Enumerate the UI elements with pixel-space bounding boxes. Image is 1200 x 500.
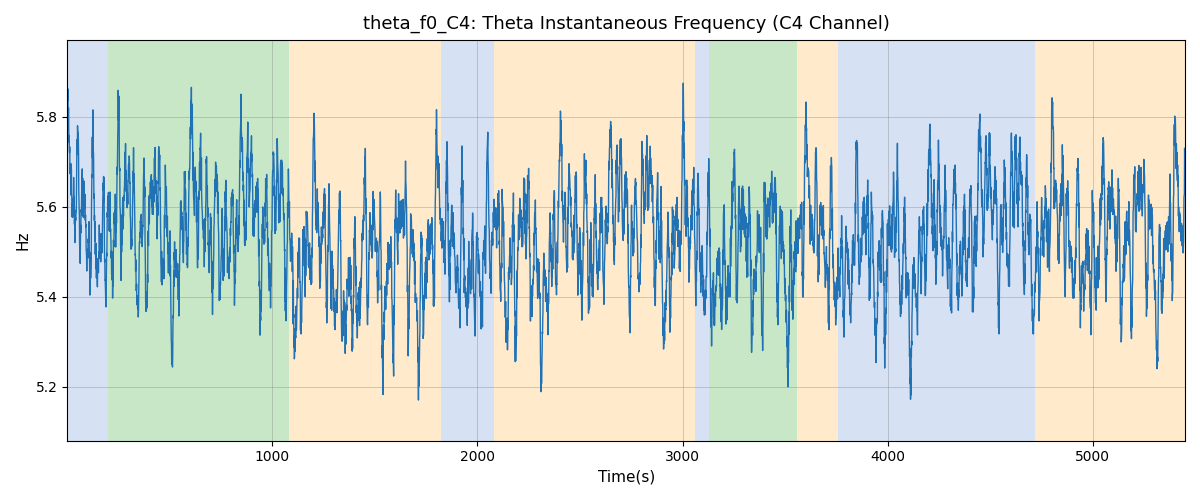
Bar	[695, 40, 709, 440]
Bar	[839, 40, 1036, 440]
Bar	[1093, 40, 1184, 440]
Bar	[494, 40, 695, 440]
Bar	[289, 40, 440, 440]
Bar	[108, 40, 289, 440]
Bar	[67, 40, 108, 440]
Y-axis label: Hz: Hz	[16, 230, 30, 250]
Title: theta_f0_C4: Theta Instantaneous Frequency (C4 Channel): theta_f0_C4: Theta Instantaneous Frequen…	[362, 15, 889, 34]
X-axis label: Time(s): Time(s)	[598, 470, 655, 485]
Bar	[440, 40, 494, 440]
Bar	[709, 40, 797, 440]
Bar	[1036, 40, 1093, 440]
Bar	[797, 40, 839, 440]
